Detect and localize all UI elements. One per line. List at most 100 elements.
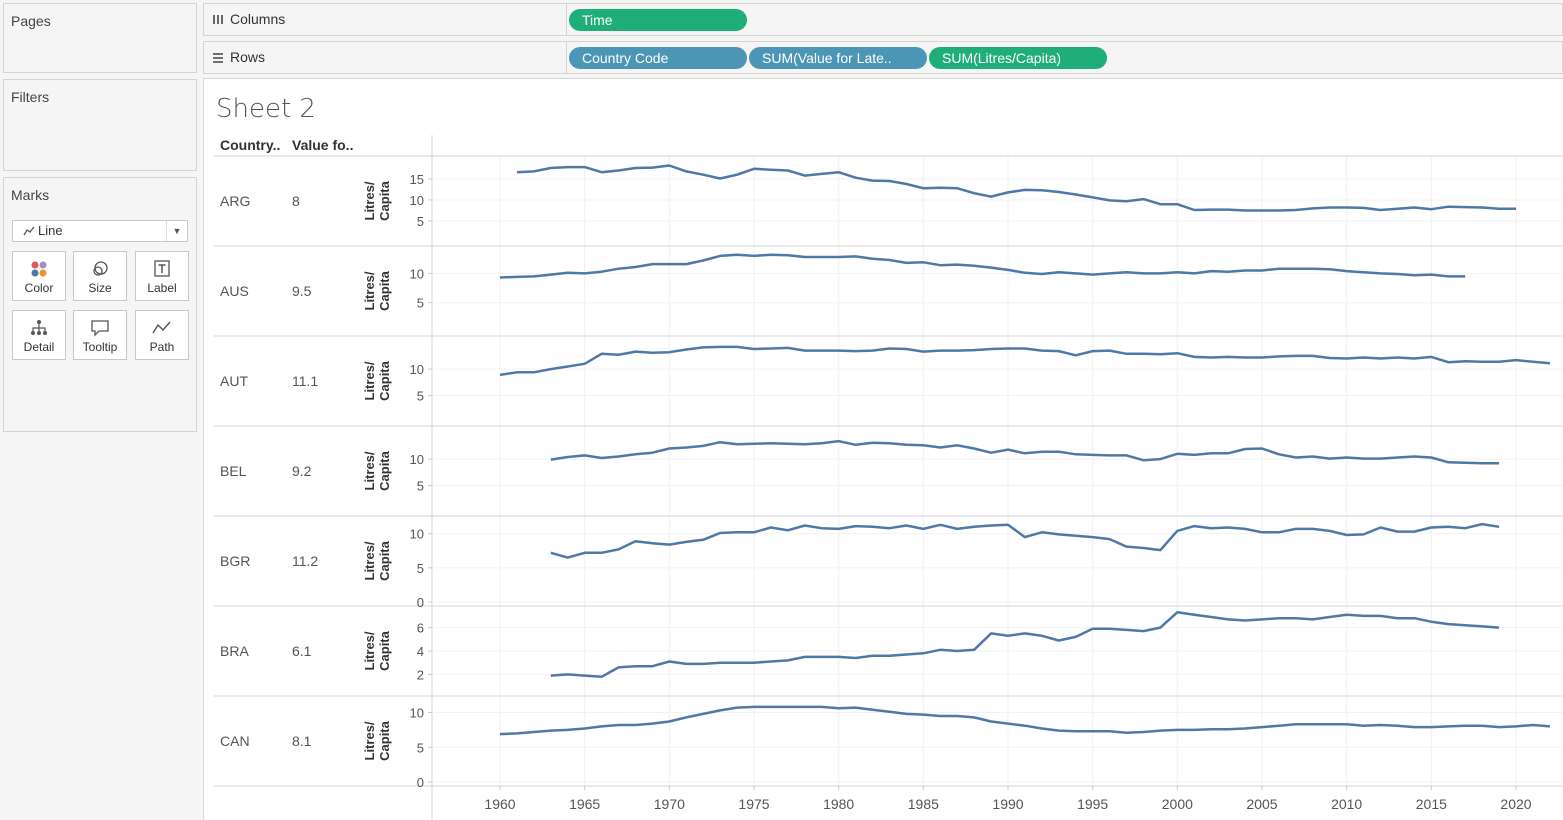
time-pill[interactable]: Time bbox=[569, 9, 747, 31]
value-for-latest-pill[interactable]: SUM(Value for Late.. bbox=[749, 47, 927, 69]
x-tick-label: 2015 bbox=[1416, 796, 1447, 812]
size-label: Size bbox=[88, 281, 112, 295]
y-axis-title: Litres/Capita bbox=[362, 360, 392, 401]
x-tick-label: 1985 bbox=[908, 796, 939, 812]
y-axis-title: Litres/Capita bbox=[362, 450, 392, 491]
series-line bbox=[516, 164, 1516, 212]
x-tick-label: 2000 bbox=[1162, 796, 1193, 812]
path-button[interactable]: Path bbox=[135, 310, 189, 360]
line-mark-icon bbox=[23, 226, 35, 236]
x-tick-label: 1990 bbox=[992, 796, 1023, 812]
mark-type-dropdown[interactable]: Line ▼ bbox=[12, 220, 188, 242]
y-axis-title: Litres/Capita bbox=[362, 630, 392, 671]
label-button[interactable]: Label bbox=[135, 251, 189, 301]
worksheet-view[interactable]: Sheet 2 Country.. Value fo.. ARG 8 Litres/… bbox=[203, 78, 1563, 820]
country-code-label: BGR bbox=[220, 553, 250, 569]
y-tick-label: 5 bbox=[417, 561, 424, 576]
series-line bbox=[499, 253, 1466, 279]
chevron-down-icon: ▼ bbox=[166, 221, 187, 241]
y-tick-label: 10 bbox=[410, 527, 424, 542]
y-tick-label: 5 bbox=[417, 389, 424, 404]
latest-value-label: 9.5 bbox=[292, 283, 312, 299]
latest-value-label: 9.2 bbox=[292, 463, 312, 479]
columns-label: Columns bbox=[230, 11, 286, 27]
path-line-icon bbox=[152, 321, 171, 334]
y-axis-title: Litres/Capita bbox=[362, 270, 392, 311]
marks-title: Marks bbox=[11, 187, 50, 203]
litres-capita-pill[interactable]: SUM(Litres/Capita) bbox=[929, 47, 1107, 69]
rows-icon bbox=[213, 52, 223, 63]
y-tick-label: 10 bbox=[410, 266, 424, 281]
country-code-label: AUT bbox=[220, 373, 248, 389]
tooltip-label: Tooltip bbox=[82, 340, 118, 354]
country-code-pill[interactable]: Country Code bbox=[569, 47, 747, 69]
y-tick-label: 0 bbox=[417, 595, 424, 610]
country-code-label: ARG bbox=[220, 193, 250, 209]
y-tick-label: 10 bbox=[410, 452, 424, 467]
rows-shelf[interactable]: Rows Country Code SUM(Value for Late.. S… bbox=[203, 41, 1563, 74]
filters-title: Filters bbox=[11, 89, 50, 105]
rows-shelf-label: Rows bbox=[212, 49, 265, 65]
y-tick-label: 10 bbox=[410, 193, 424, 208]
y-tick-label: 6 bbox=[417, 621, 424, 636]
latest-value-label: 11.2 bbox=[292, 553, 318, 569]
x-tick-label: 2010 bbox=[1331, 796, 1362, 812]
series-line bbox=[499, 705, 1551, 736]
label-label: Label bbox=[147, 281, 177, 295]
y-axis-title: Litres/Capita bbox=[362, 720, 392, 761]
x-tick-label: 1965 bbox=[569, 796, 600, 812]
size-button[interactable]: Size bbox=[73, 251, 127, 301]
x-tick-label: 1980 bbox=[823, 796, 854, 812]
y-tick-label: 5 bbox=[417, 214, 424, 229]
detail-button[interactable]: Detail bbox=[12, 310, 66, 360]
series-line bbox=[550, 439, 1500, 465]
country-code-label: BRA bbox=[220, 643, 249, 659]
y-axis-title: Litres/Capita bbox=[362, 540, 392, 581]
latest-value-label: 8.1 bbox=[292, 733, 312, 749]
mark-type-label: Line bbox=[38, 223, 63, 238]
path-label: Path bbox=[149, 340, 175, 354]
y-tick-label: 10 bbox=[410, 706, 424, 721]
rows-drop-area[interactable]: Country Code SUM(Value for Late.. SUM(Li… bbox=[566, 42, 1562, 73]
size-circles-icon bbox=[93, 261, 108, 276]
text-label-icon bbox=[154, 260, 170, 277]
x-tick-label: 2005 bbox=[1246, 796, 1277, 812]
country-code-label: BEL bbox=[220, 463, 247, 479]
x-tick-label: 1995 bbox=[1077, 796, 1108, 812]
filters-panel: Filters bbox=[3, 79, 197, 171]
marks-panel: Marks Line ▼ Color Size Label Detail Too… bbox=[3, 177, 197, 432]
columns-shelf-label: Columns bbox=[212, 11, 285, 27]
columns-icon bbox=[213, 14, 223, 24]
rows-label: Rows bbox=[230, 49, 266, 65]
y-tick-label: 0 bbox=[417, 775, 424, 790]
y-tick-label: 5 bbox=[417, 740, 424, 755]
country-code-label: AUS bbox=[220, 283, 249, 299]
sheet-title: Sheet 2 bbox=[216, 94, 316, 124]
columns-shelf[interactable]: Columns Time bbox=[203, 3, 1563, 36]
latest-value-label: 8 bbox=[292, 193, 300, 209]
y-tick-label: 2 bbox=[417, 667, 424, 682]
y-axis-title: Litres/Capita bbox=[362, 180, 392, 221]
columns-drop-area[interactable]: Time bbox=[566, 4, 1562, 35]
detail-hierarchy-icon bbox=[31, 320, 47, 335]
detail-label: Detail bbox=[23, 340, 55, 354]
latest-value-label: 6.1 bbox=[292, 643, 312, 659]
country-column-header[interactable]: Country.. bbox=[220, 137, 281, 153]
tooltip-bubble-icon bbox=[91, 320, 109, 337]
x-tick-label: 2020 bbox=[1500, 796, 1531, 812]
color-dots-icon bbox=[31, 261, 47, 277]
country-code-label: CAN bbox=[220, 733, 250, 749]
x-tick-label: 1960 bbox=[484, 796, 515, 812]
value-column-header[interactable]: Value fo.. bbox=[292, 137, 354, 153]
y-tick-label: 5 bbox=[417, 296, 424, 311]
y-tick-label: 5 bbox=[417, 479, 424, 494]
latest-value-label: 11.1 bbox=[292, 373, 318, 389]
y-tick-label: 10 bbox=[410, 362, 424, 377]
tooltip-button[interactable]: Tooltip bbox=[73, 310, 127, 360]
x-tick-label: 1970 bbox=[654, 796, 685, 812]
y-tick-label: 4 bbox=[417, 644, 424, 659]
series-line bbox=[550, 522, 1500, 559]
color-button[interactable]: Color bbox=[12, 251, 66, 301]
line-chart[interactable]: ARG 8 Litres/Capita 5 10 15 AUS 9.5 Litres/Capit… bbox=[204, 79, 1563, 820]
y-tick-label: 15 bbox=[410, 172, 424, 187]
